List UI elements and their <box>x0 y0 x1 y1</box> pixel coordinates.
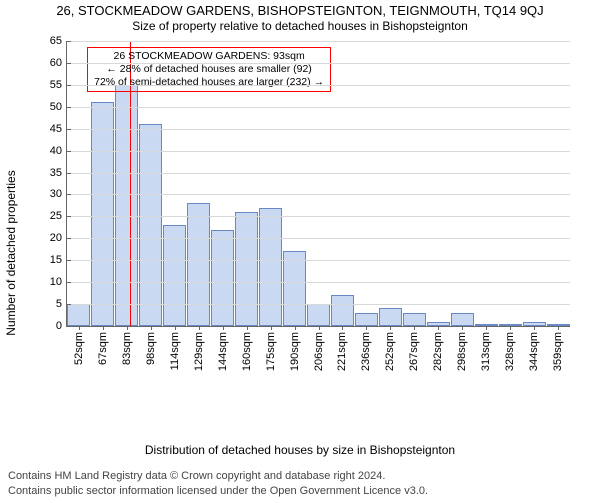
y-tick-label: 20 <box>50 232 67 244</box>
bar-slot: 282sqm <box>426 41 450 326</box>
bar <box>163 225 186 326</box>
grid-line <box>67 173 570 174</box>
x-tick-label: 252sqm <box>384 326 396 371</box>
y-tick-label: 30 <box>50 188 67 200</box>
bar <box>331 295 354 326</box>
x-tick-label: 267sqm <box>408 326 420 371</box>
bar <box>355 313 378 326</box>
bar <box>379 308 402 326</box>
bar-slot: 236sqm <box>354 41 378 326</box>
footer-line-2: Contains public sector information licen… <box>8 484 592 498</box>
x-tick-label: 190sqm <box>289 326 301 371</box>
x-tick-label: 359sqm <box>552 326 564 371</box>
grid-line <box>67 63 570 64</box>
x-tick-label: 344sqm <box>528 326 540 371</box>
y-tick-label: 0 <box>56 320 67 332</box>
bar <box>115 85 138 326</box>
bar <box>91 102 114 326</box>
x-tick-label: 98sqm <box>145 326 157 365</box>
y-tick-label: 65 <box>50 35 67 47</box>
footer-line-1: Contains HM Land Registry data © Crown c… <box>8 469 592 483</box>
bar-slot: 298sqm <box>450 41 474 326</box>
bar <box>283 251 306 326</box>
bar-slot: 359sqm <box>546 41 570 326</box>
grid-line <box>67 129 570 130</box>
grid-line <box>67 304 570 305</box>
bar-slot: 267sqm <box>402 41 426 326</box>
x-tick-label: 129sqm <box>193 326 205 371</box>
bar-slot: 328sqm <box>498 41 522 326</box>
x-axis-label: Distribution of detached houses by size … <box>0 443 600 457</box>
x-tick-label: 221sqm <box>336 326 348 371</box>
y-axis-label: Number of detached properties <box>4 170 18 335</box>
bar <box>307 304 330 326</box>
grid-line <box>67 260 570 261</box>
footer-attribution: Contains HM Land Registry data © Crown c… <box>0 466 600 503</box>
y-tick-label: 25 <box>50 210 67 222</box>
bar <box>211 230 234 326</box>
bar <box>403 313 426 326</box>
grid-line <box>67 238 570 239</box>
grid-line <box>67 41 570 42</box>
x-tick-label: 328sqm <box>504 326 516 371</box>
x-tick-label: 67sqm <box>97 326 109 365</box>
x-tick-label: 206sqm <box>313 326 325 371</box>
grid-line <box>67 282 570 283</box>
bar <box>451 313 474 326</box>
grid-line <box>67 85 570 86</box>
annotation-line: ← 28% of detached houses are smaller (92… <box>94 63 324 76</box>
y-tick-label: 60 <box>50 57 67 69</box>
x-tick-label: 282sqm <box>432 326 444 371</box>
grid-line <box>67 194 570 195</box>
x-tick-label: 298sqm <box>456 326 468 371</box>
y-tick-label: 5 <box>56 298 67 310</box>
annotation-line: 72% of semi-detached houses are larger (… <box>94 76 324 89</box>
y-tick-label: 40 <box>50 145 67 157</box>
y-tick-label: 15 <box>50 254 67 266</box>
bar <box>67 304 90 326</box>
bar <box>235 212 258 326</box>
chart-subtitle: Size of property relative to detached ho… <box>0 19 600 33</box>
y-tick-label: 45 <box>50 123 67 135</box>
x-tick-label: 313sqm <box>480 326 492 371</box>
x-tick-label: 83sqm <box>121 326 133 365</box>
x-tick-label: 114sqm <box>169 326 181 370</box>
bar-slot: 313sqm <box>474 41 498 326</box>
x-tick-label: 236sqm <box>360 326 372 371</box>
bar-slot: 252sqm <box>378 41 402 326</box>
chart-container: 52sqm 67sqm 83sqm 98sqm 114sqm 129sqm 144sqm 16… <box>44 41 580 389</box>
plot-area: 52sqm67sqm83sqm98sqm114sqm129sqm144sqm16… <box>66 41 570 327</box>
grid-line <box>67 107 570 108</box>
x-tick-label: 160sqm <box>241 326 253 371</box>
y-tick-label: 55 <box>50 79 67 91</box>
x-tick-label: 144sqm <box>217 326 229 371</box>
page-title: 26, STOCKMEADOW GARDENS, BISHOPSTEIGNTON… <box>0 3 600 18</box>
grid-line <box>67 216 570 217</box>
x-tick-label: 52sqm <box>73 326 85 365</box>
y-tick-label: 10 <box>50 276 67 288</box>
grid-line <box>67 151 570 152</box>
x-tick-label: 175sqm <box>265 326 277 371</box>
y-tick-label: 35 <box>50 167 67 179</box>
bar-slot: 344sqm <box>522 41 546 326</box>
bar-slot: 221sqm <box>330 41 354 326</box>
bar <box>139 124 162 326</box>
bar <box>187 203 210 326</box>
bar <box>259 208 282 326</box>
annotation-line: 26 STOCKMEADOW GARDENS: 93sqm <box>94 50 324 63</box>
y-tick-label: 50 <box>50 101 67 113</box>
